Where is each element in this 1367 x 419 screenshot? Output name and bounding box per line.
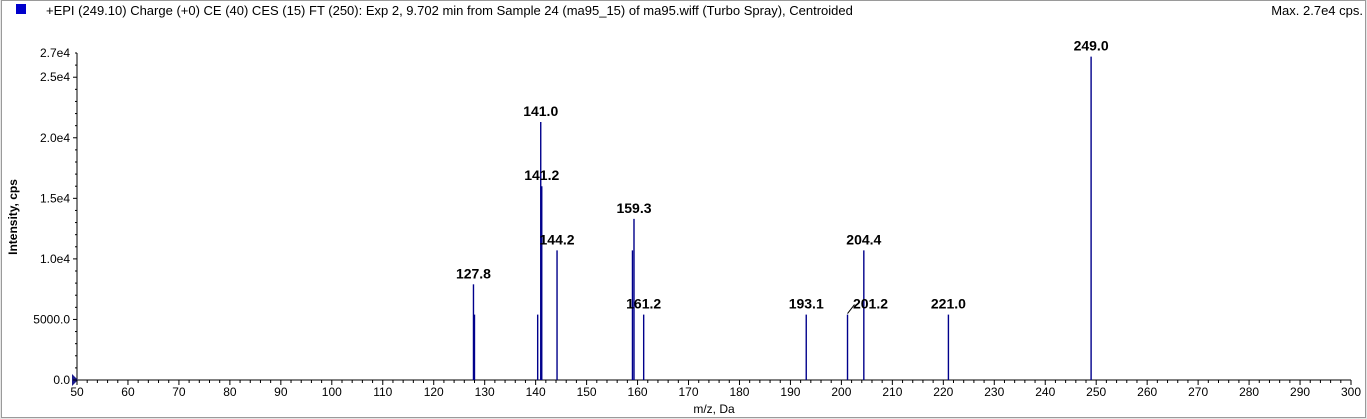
x-tick-label: 100 [322,385,342,399]
x-tick-label: 170 [679,385,699,399]
x-tick-label: 300 [1341,385,1361,399]
x-tick-label: 210 [882,385,902,399]
peak-label: 141.2 [524,167,559,183]
y-tick-label: 1.5e4 [40,191,70,205]
x-tick-label: 190 [780,385,800,399]
spectrum-title: +EPI (249.10) Charge (+0) CE (40) CES (1… [46,3,853,18]
x-axis-title: m/z, Da [693,402,735,416]
y-axis-title: Intensity, cps [6,179,20,255]
x-tick-label: 270 [1188,385,1208,399]
peak-label: 161.2 [626,296,661,312]
max-intensity-label: Max. 2.7e4 cps. [1271,3,1363,18]
peak-label: 159.3 [616,200,651,216]
legend-swatch-icon[interactable] [16,4,26,14]
x-tick-label: 220 [933,385,953,399]
x-tick-label: 50 [70,385,84,399]
x-tick-label: 140 [526,385,546,399]
y-tick-label: 1.0e4 [40,252,70,266]
peak-label: 193.1 [789,296,824,312]
x-tick-label: 230 [984,385,1004,399]
peak-label: 127.8 [456,265,491,281]
x-tick-label: 150 [577,385,597,399]
y-tick-label: 5000.0 [33,312,70,326]
x-tick-label: 200 [831,385,851,399]
x-tick-label: 70 [172,385,186,399]
x-tick-label: 280 [1239,385,1259,399]
peak-label: 221.0 [931,296,966,312]
y-tick-label: 0.0 [53,373,70,387]
x-tick-label: 250 [1086,385,1106,399]
x-tick-label: 60 [121,385,135,399]
x-tick-label: 160 [628,385,648,399]
peak-label: 201.2 [853,296,888,312]
spectrum-header: +EPI (249.10) Charge (+0) CE (40) CES (1… [2,1,1365,23]
peak-label: 204.4 [846,231,881,247]
x-tick-label: 290 [1290,385,1310,399]
y-tick-label: 2.7e4 [40,46,70,60]
x-tick-label: 130 [475,385,495,399]
peak-label: 144.2 [540,231,575,247]
y-tick-label: 2.0e4 [40,131,70,145]
x-tick-label: 80 [223,385,237,399]
x-tick-label: 180 [729,385,749,399]
y-tick-label: 2.5e4 [40,70,70,84]
x-tick-label: 120 [424,385,444,399]
peak-label-leader [847,304,855,314]
x-tick-label: 260 [1137,385,1157,399]
peak-label: 249.0 [1074,38,1109,54]
peak-label: 141.0 [523,103,558,119]
x-tick-label: 240 [1035,385,1055,399]
x-tick-label: 110 [373,385,392,399]
x-tick-label: 90 [274,385,288,399]
